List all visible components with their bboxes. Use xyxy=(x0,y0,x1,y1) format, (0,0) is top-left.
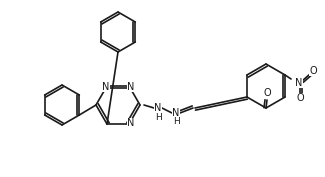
Text: O: O xyxy=(263,88,271,98)
Text: N: N xyxy=(102,82,110,92)
Text: N: N xyxy=(172,108,180,118)
Text: N: N xyxy=(154,103,162,113)
Text: O: O xyxy=(296,93,304,103)
Text: N: N xyxy=(127,118,135,128)
Text: O: O xyxy=(309,66,317,76)
Text: H: H xyxy=(156,113,162,121)
Text: N: N xyxy=(127,82,135,92)
Text: H: H xyxy=(174,118,180,127)
Text: N: N xyxy=(295,78,303,88)
